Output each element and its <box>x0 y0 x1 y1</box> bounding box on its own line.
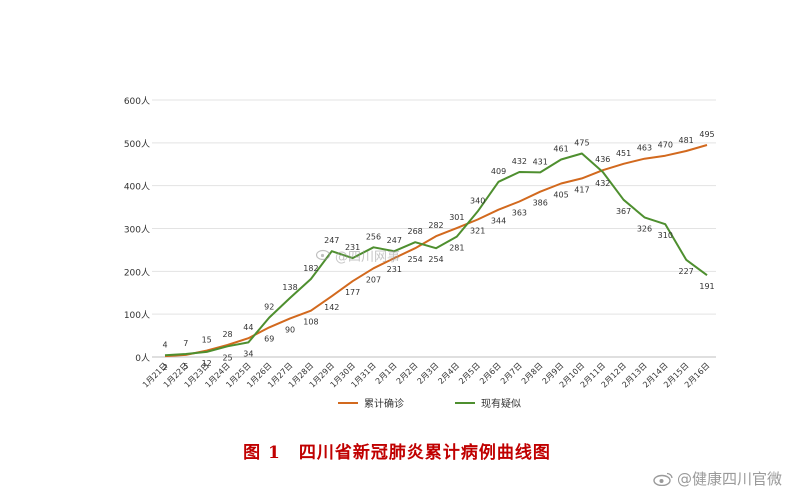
data-label-confirmed: 142 <box>324 303 339 312</box>
data-label-confirmed: 301 <box>449 213 464 222</box>
x-tick-label: 2月2日 <box>395 361 420 386</box>
data-label-confirmed: 451 <box>616 149 631 158</box>
data-label-confirmed: 405 <box>553 191 568 200</box>
center-watermark: @四川网事 <box>315 246 401 265</box>
legend: 累计确诊 现有疑似 <box>338 397 521 410</box>
series-line-suspected <box>164 152 708 357</box>
x-tick-label: 2月8日 <box>520 361 545 386</box>
data-label-suspected: 247 <box>387 236 402 245</box>
data-label-confirmed: 495 <box>699 130 714 139</box>
data-label-confirmed: 481 <box>679 136 694 145</box>
data-label-confirmed: 28 <box>222 330 232 339</box>
data-label-suspected: 25 <box>222 353 232 362</box>
y-tick-label: 500人 <box>124 139 150 150</box>
data-label-suspected: 409 <box>491 167 506 176</box>
data-label-confirmed: 207 <box>366 275 381 284</box>
corner-watermark: @健康四川官微 <box>653 468 782 489</box>
data-label-confirmed: 282 <box>428 221 443 230</box>
center-watermark-text: @四川网事 <box>335 250 401 265</box>
x-tick-label: 2月3日 <box>416 361 441 386</box>
data-label-suspected: 227 <box>679 267 694 276</box>
data-label-suspected: 432 <box>512 157 527 166</box>
data-label-suspected: 367 <box>616 207 631 216</box>
x-tick-label: 2月6日 <box>478 361 503 386</box>
y-tick-label: 0人 <box>135 353 150 364</box>
data-label-suspected: 281 <box>449 244 464 253</box>
data-label-confirmed: 321 <box>470 227 485 236</box>
data-label-suspected: 340 <box>470 196 485 205</box>
data-label-suspected: 256 <box>366 232 381 241</box>
figure-number: 图 1 <box>243 443 281 463</box>
data-label-suspected: 431 <box>533 157 548 166</box>
series-lines <box>164 144 708 358</box>
data-label-confirmed: 2 <box>162 363 167 372</box>
data-label-confirmed: 231 <box>387 265 402 274</box>
data-label-suspected: 4 <box>162 340 167 349</box>
data-label-suspected: 247 <box>324 236 339 245</box>
y-tick-label: 200人 <box>124 267 150 278</box>
data-label-confirmed: 254 <box>408 255 423 264</box>
data-label-suspected: 432 <box>595 179 610 188</box>
y-tick-label: 400人 <box>124 182 150 193</box>
data-label-suspected: 268 <box>408 227 423 236</box>
y-axis-ticks: 0人 100人 200人 300人 400人 500人 600人 <box>124 96 150 364</box>
figure-caption: 图 1 四川省新冠肺炎累计病例曲线图 <box>0 438 794 463</box>
data-label-suspected: 254 <box>428 255 443 264</box>
x-axis-ticks: 1月21日1月22日1月23日1月24日1月25日1月26日1月27日1月28日… <box>141 361 711 389</box>
data-label-confirmed: 463 <box>637 144 652 153</box>
data-label-confirmed: 177 <box>345 288 360 297</box>
data-label-confirmed: 108 <box>303 318 318 327</box>
x-tick-label: 2月1日 <box>374 361 399 386</box>
corner-watermark-text: @健康四川官微 <box>676 470 782 488</box>
legend-label: 累计确诊 <box>364 397 404 410</box>
gridlines <box>152 99 716 358</box>
data-label-suspected: 475 <box>574 139 589 148</box>
data-labels: 2 4 5 7 15 12 28 25 44 34 69 92 90 138 108 182 142 247 177… <box>162 130 714 372</box>
data-label-confirmed: 90 <box>285 325 295 334</box>
data-label-confirmed: 470 <box>658 141 673 150</box>
data-label-suspected: 92 <box>264 303 274 312</box>
data-label-confirmed: 386 <box>533 199 548 208</box>
data-label-suspected: 326 <box>637 224 652 233</box>
y-tick-label: 600人 <box>124 96 150 107</box>
y-tick-label: 100人 <box>124 310 150 321</box>
y-tick-label: 300人 <box>124 225 150 236</box>
x-tick-label: 2月4日 <box>436 361 461 386</box>
data-label-suspected: 182 <box>303 264 318 273</box>
legend-label: 现有疑似 <box>481 397 521 410</box>
data-label-confirmed: 69 <box>264 334 274 343</box>
data-label-confirmed: 15 <box>202 336 212 345</box>
data-label-suspected: 231 <box>345 243 360 252</box>
x-tick-label: 2月5日 <box>457 361 482 386</box>
data-label-confirmed: 417 <box>574 185 589 194</box>
data-label-suspected: 7 <box>183 339 188 348</box>
figure-title: 四川省新冠肺炎累计病例曲线图 <box>298 443 551 463</box>
data-label-suspected: 461 <box>553 145 568 154</box>
data-label-suspected: 138 <box>282 283 297 292</box>
data-label-confirmed: 344 <box>491 217 506 226</box>
weibo-icon <box>653 472 673 486</box>
x-tick-label: 2月7日 <box>499 361 524 386</box>
data-label-suspected: 34 <box>243 349 253 358</box>
data-label-suspected: 191 <box>699 282 714 291</box>
data-label-confirmed: 5 <box>183 362 188 371</box>
data-label-confirmed: 436 <box>595 155 610 164</box>
data-label-suspected: 12 <box>202 359 212 368</box>
data-label-confirmed: 363 <box>512 209 527 218</box>
weibo-icon <box>315 248 332 264</box>
data-label-confirmed: 44 <box>243 323 253 332</box>
data-label-suspected: 310 <box>658 231 673 240</box>
